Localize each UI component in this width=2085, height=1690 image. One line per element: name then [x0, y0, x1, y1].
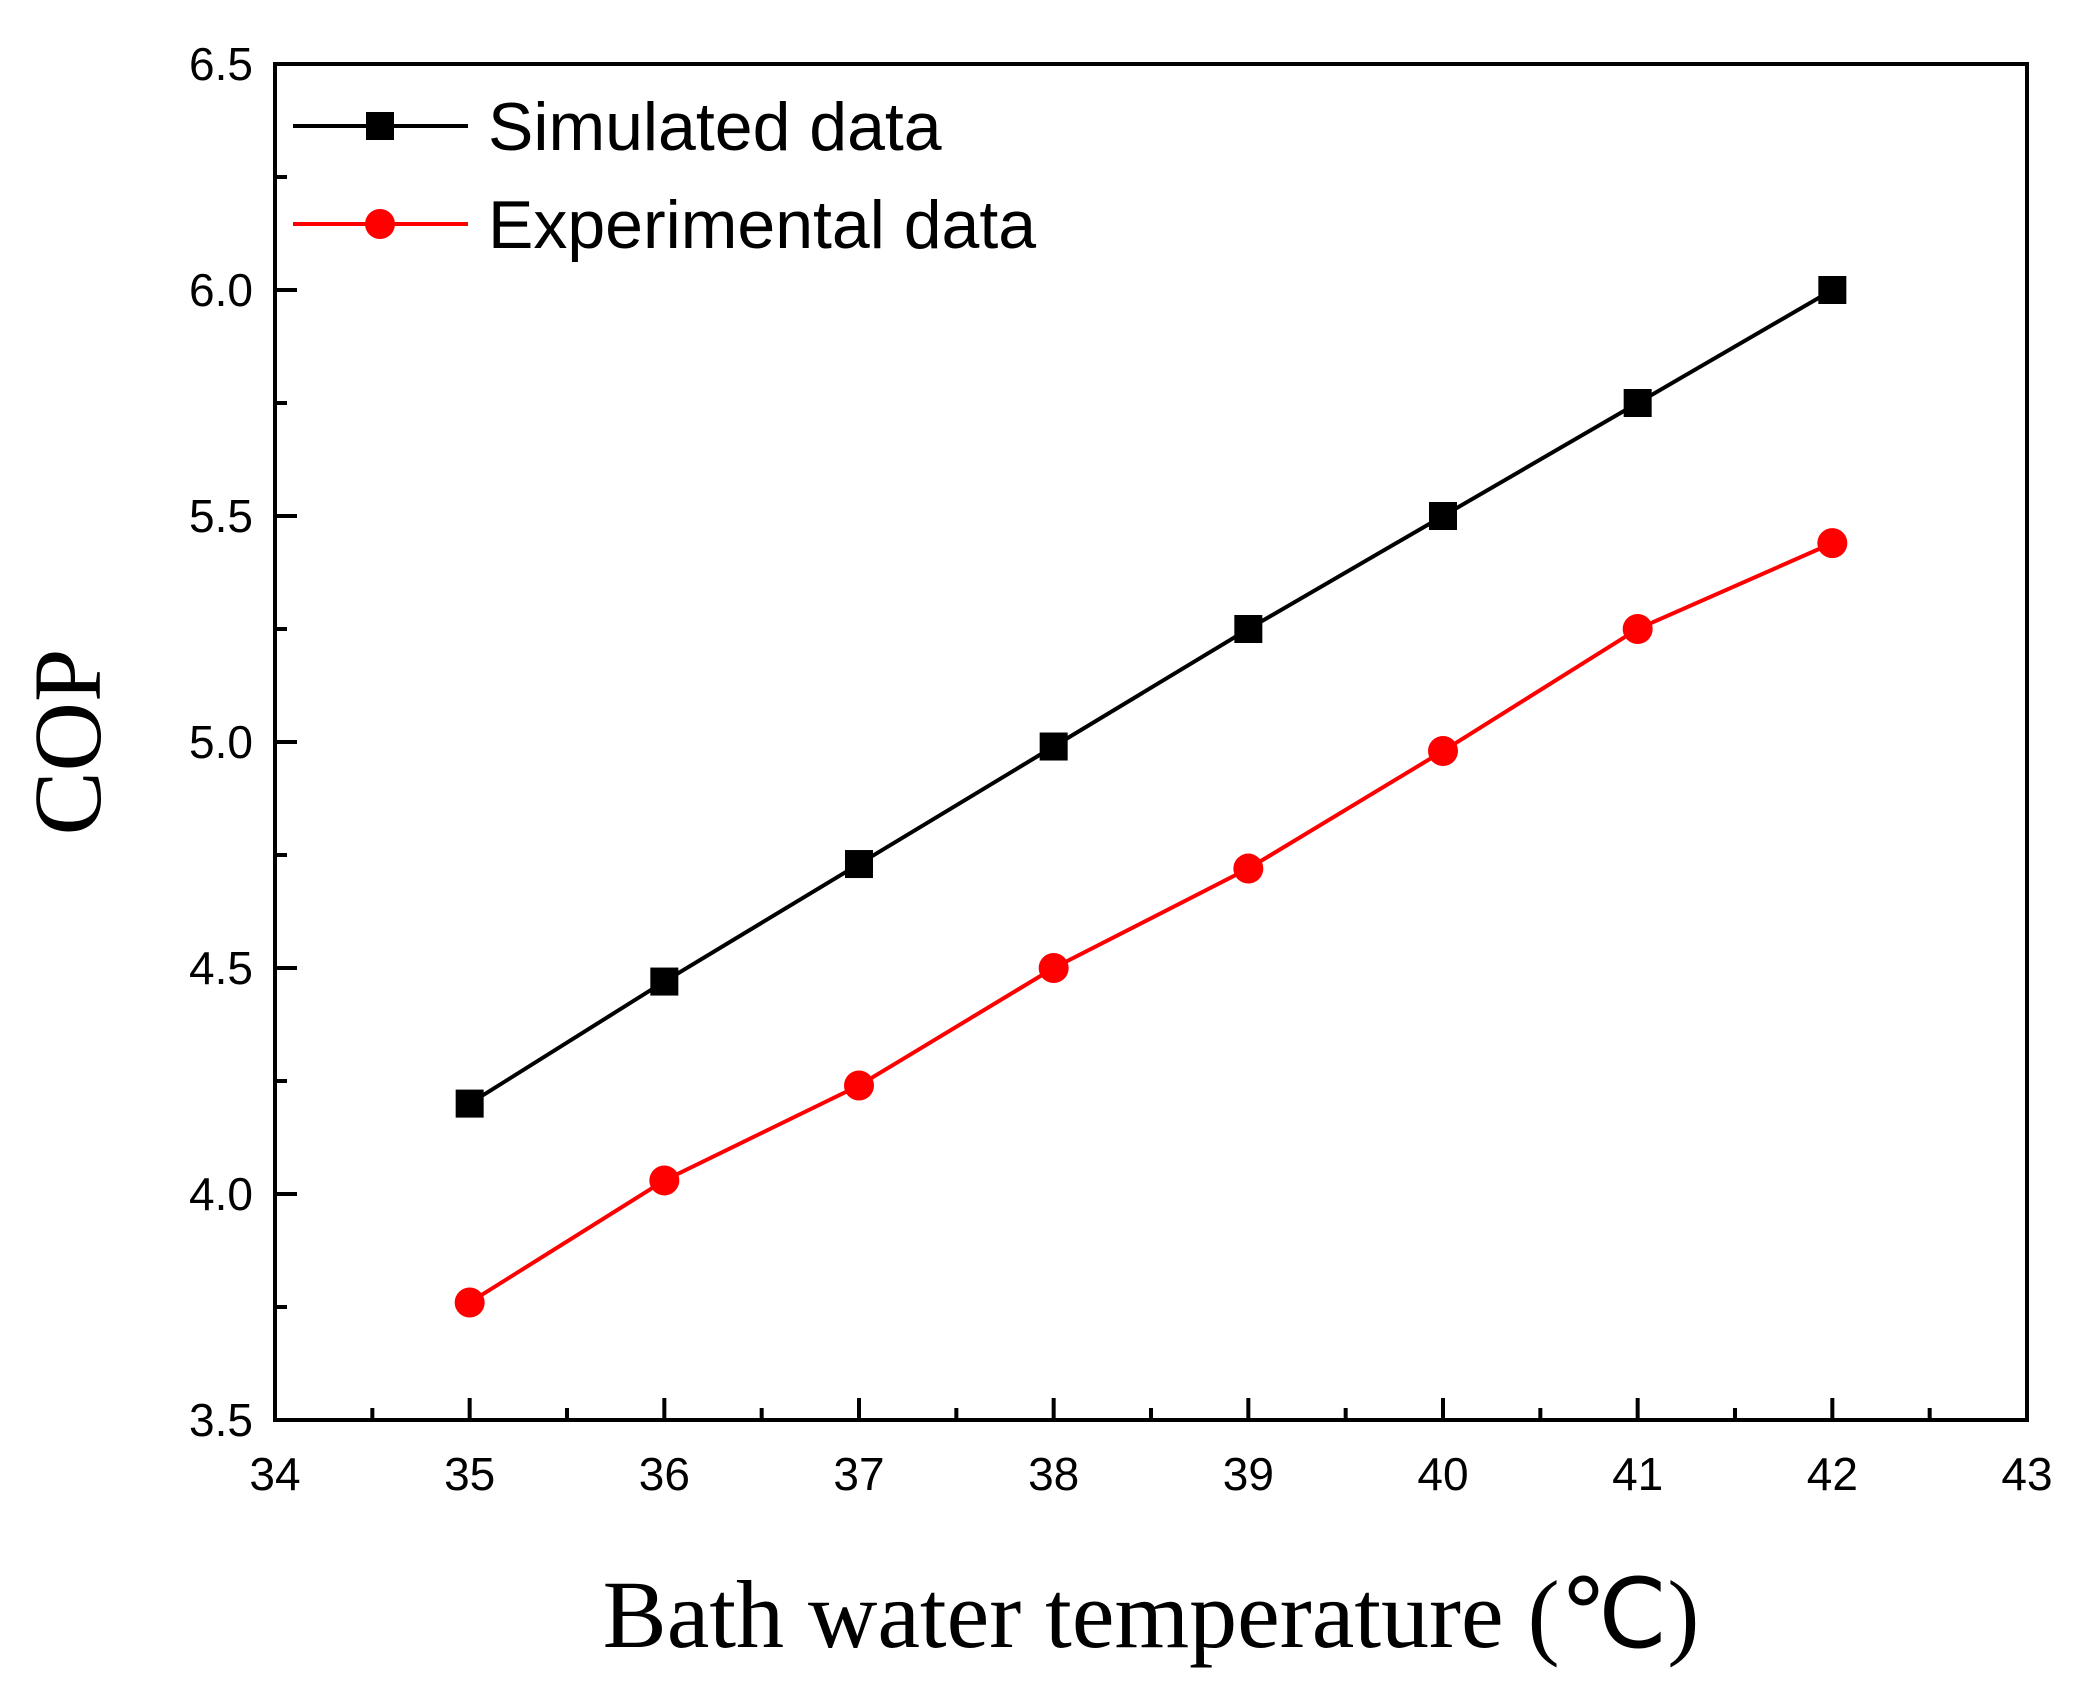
series-0-point: [1429, 502, 1457, 530]
series-0-point: [1234, 615, 1263, 643]
series-1-point: [1622, 614, 1653, 644]
series-0-point: [455, 1089, 484, 1118]
y-tick-label: 4.0: [189, 1168, 253, 1220]
series-1-point: [454, 1287, 485, 1318]
series-0-point: [1818, 276, 1847, 304]
y-axis-ticks: 3.5 4.0 4.5 5.0 5.5 6.0 6.5: [189, 38, 297, 1446]
legend-swatch-marker: [366, 112, 394, 140]
series-0-point: [650, 967, 679, 996]
x-tick-label: 40: [1417, 1448, 1468, 1500]
y-tick-label: 6.0: [189, 264, 253, 316]
legend: Simulated data Experimental data: [293, 89, 1036, 263]
series-1-point: [649, 1165, 680, 1196]
x-tick-label: 42: [1807, 1448, 1858, 1500]
y-tick-label: 3.5: [189, 1394, 253, 1446]
y-tick-label: 4.5: [189, 942, 253, 994]
x-tick-label: 39: [1223, 1448, 1274, 1500]
series-1-point: [1817, 528, 1848, 559]
series-line-1: [468, 541, 1834, 1305]
x-tick-label: 38: [1028, 1448, 1079, 1500]
y-axis-title: COP: [14, 649, 121, 836]
y-tick-label: 6.5: [189, 38, 253, 90]
series-1-point: [1038, 953, 1069, 983]
series-1-point: [1233, 853, 1264, 884]
series-1-point: [844, 1070, 874, 1101]
legend-label: Experimental data: [488, 187, 1036, 263]
x-tick-label: 41: [1612, 1448, 1663, 1500]
series-layer: [454, 276, 1848, 1318]
x-axis-ticks: 34 35 36 37 38 39 40 41 42 43: [249, 1398, 2053, 1500]
series-0-point: [1039, 732, 1068, 761]
series-1-point: [1428, 736, 1458, 767]
x-tick-label: 36: [639, 1448, 690, 1500]
series-line-0: [468, 288, 1834, 1106]
x-axis-title: Bath water temperature (℃): [603, 1561, 1700, 1668]
x-tick-label: 34: [249, 1448, 300, 1500]
x-tick-label: 37: [833, 1448, 884, 1500]
legend-label: Simulated data: [488, 89, 942, 165]
y-tick-label: 5.5: [189, 490, 253, 542]
series-0-point: [1623, 389, 1652, 417]
y-tick-label: 5.0: [189, 716, 253, 768]
legend-swatch-marker: [365, 209, 395, 239]
x-tick-label: 35: [444, 1448, 495, 1500]
plot-frame: [273, 62, 2029, 1422]
series-0-point: [845, 850, 873, 879]
x-tick-label: 43: [2001, 1448, 2052, 1500]
